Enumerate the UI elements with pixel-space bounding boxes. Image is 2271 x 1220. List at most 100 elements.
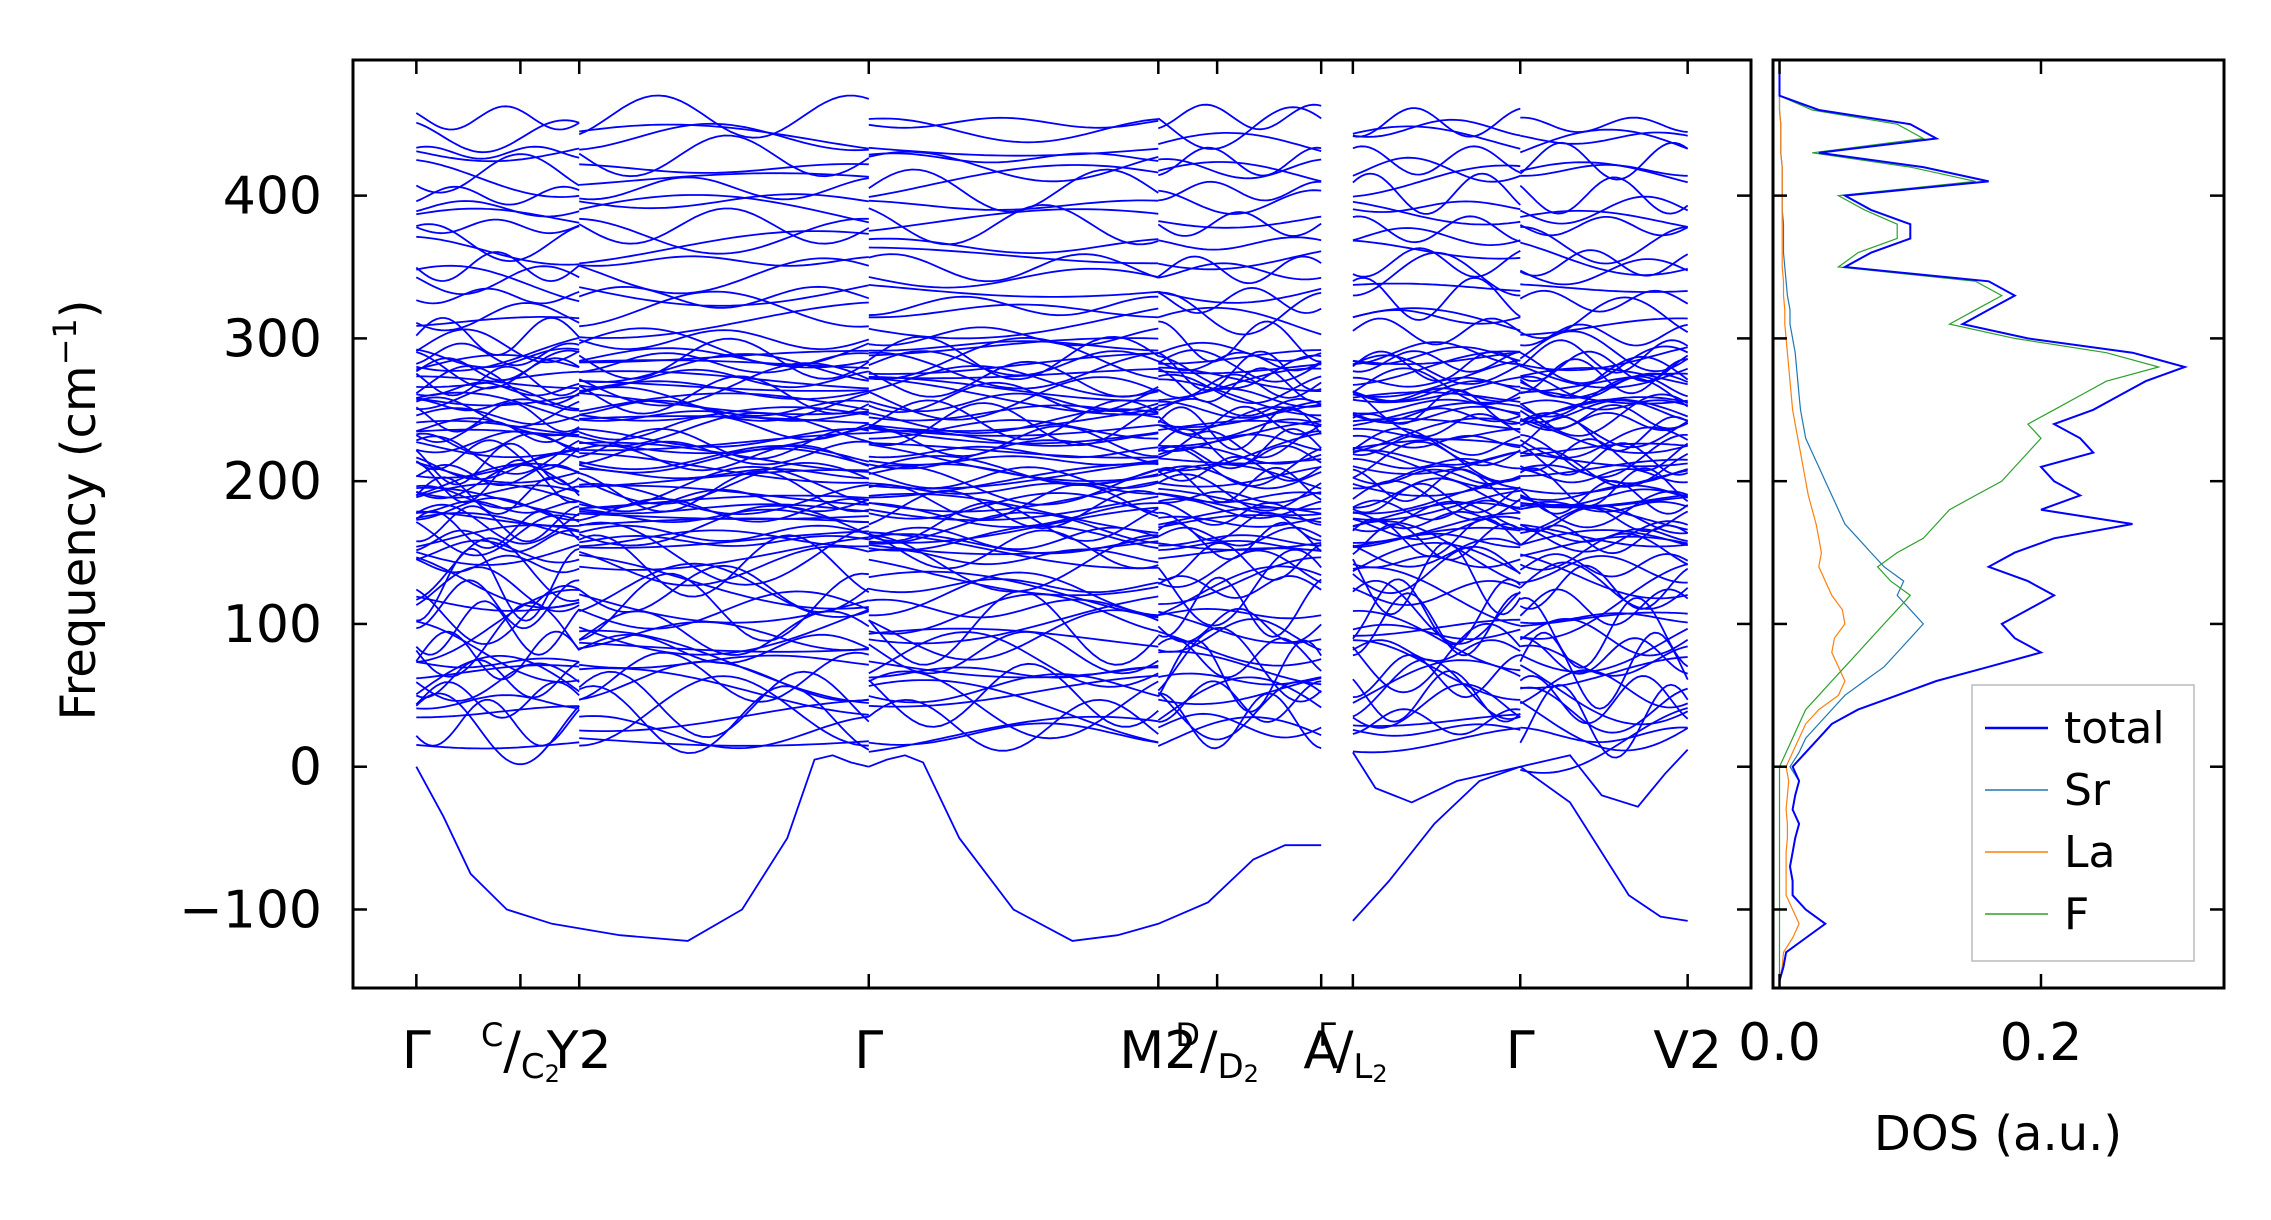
band-line — [1519, 176, 1689, 215]
band-line — [1158, 515, 1322, 528]
band-line — [578, 488, 870, 513]
band-line — [868, 483, 1159, 521]
band-line — [868, 571, 1159, 617]
band-line — [415, 681, 580, 719]
band-line — [416, 316, 580, 327]
band-line — [579, 359, 869, 369]
band-line — [1158, 262, 1322, 281]
band-line — [1519, 411, 1689, 432]
band-line — [1519, 700, 1689, 752]
band-line — [1520, 399, 1688, 424]
band-line — [868, 590, 1159, 666]
band-line — [416, 694, 580, 710]
band-line — [416, 741, 580, 750]
band-line — [578, 590, 870, 630]
band-line — [1520, 226, 1688, 265]
band-line — [1352, 489, 1521, 521]
band-line — [868, 722, 1159, 746]
band-line — [1158, 250, 1322, 271]
band-line — [579, 176, 869, 201]
band-line — [868, 526, 1159, 551]
band-line — [416, 589, 580, 663]
band-line — [1352, 501, 1521, 527]
band-line — [1519, 553, 1689, 578]
band-line — [1352, 359, 1521, 398]
band-line — [868, 525, 1159, 552]
band-line — [1158, 534, 1322, 547]
y-axis-label-close: ) — [51, 299, 107, 318]
dos-series-sr — [1778, 67, 1925, 982]
dos-plot-frame — [1771, 58, 2226, 990]
band-line — [579, 512, 869, 520]
band-line — [578, 94, 870, 139]
band-line — [1158, 320, 1322, 363]
x-tick-label: V2 — [1653, 1021, 1722, 1081]
band-line — [1519, 438, 1689, 472]
band-line — [1519, 561, 1689, 610]
band-line — [1157, 405, 1322, 436]
band-line — [1157, 211, 1322, 237]
band-line — [1352, 156, 1521, 183]
band-line — [415, 630, 580, 681]
band-line — [1520, 553, 1688, 600]
band-line — [1158, 132, 1322, 152]
band-line — [868, 445, 1159, 459]
band-line — [1158, 341, 1322, 362]
band-line — [1519, 364, 1689, 389]
band-line — [868, 152, 1159, 164]
band-line — [1157, 473, 1322, 512]
band-line — [1158, 650, 1322, 686]
band-line — [868, 673, 1159, 704]
band-line — [1157, 351, 1322, 372]
band-line — [578, 362, 870, 407]
band-line — [1520, 163, 1688, 177]
band-line — [1352, 510, 1521, 530]
band-line — [416, 539, 580, 564]
band-line — [1352, 541, 1522, 616]
band-line — [1157, 526, 1322, 547]
band-line — [1520, 528, 1688, 543]
band-line — [868, 662, 1159, 728]
band-line — [1520, 161, 1688, 184]
band-line — [415, 459, 580, 504]
band-line — [579, 290, 869, 328]
band-line — [579, 534, 869, 547]
band-line — [1157, 349, 1322, 383]
band-line — [1520, 468, 1688, 484]
band-line — [416, 394, 580, 407]
band-line — [416, 264, 580, 303]
band-line — [1352, 309, 1521, 325]
band-line — [868, 146, 1159, 157]
band-line — [416, 407, 580, 426]
band-line — [868, 237, 1159, 254]
band-line — [579, 163, 869, 174]
band-line — [416, 441, 580, 458]
band-line — [1157, 680, 1322, 741]
band-line — [1352, 434, 1521, 449]
band-line — [1158, 180, 1322, 202]
band-line — [1158, 630, 1322, 667]
band-line — [1157, 548, 1322, 627]
band-line — [578, 670, 870, 739]
band-line — [416, 420, 580, 436]
band-line — [1352, 200, 1521, 213]
band-line — [1158, 502, 1322, 526]
band-line — [579, 172, 869, 186]
band-line — [415, 119, 580, 154]
band-line — [415, 600, 580, 656]
legend-label-la: La — [2064, 827, 2115, 878]
acoustic-branch — [415, 754, 870, 942]
band-line — [415, 554, 580, 574]
band-line — [416, 145, 580, 160]
band-line — [1158, 446, 1322, 465]
band-line — [579, 217, 869, 255]
band-line — [415, 401, 580, 433]
band-line — [415, 342, 580, 367]
band-line — [868, 495, 1159, 522]
band-line — [578, 329, 870, 351]
band-line — [868, 199, 1159, 211]
band-line — [416, 579, 580, 630]
band-line — [1519, 412, 1689, 449]
dos-series-f — [1778, 67, 2161, 981]
band-line — [868, 253, 1159, 283]
